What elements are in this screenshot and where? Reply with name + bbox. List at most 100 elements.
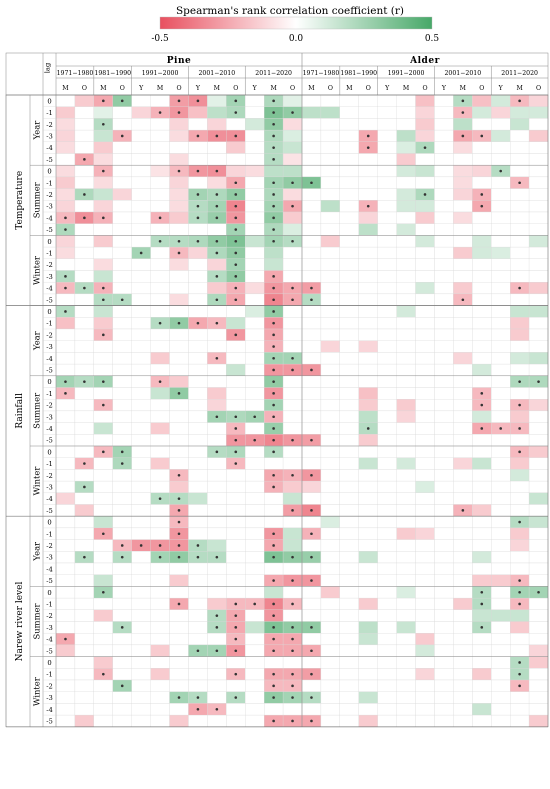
significance-dot <box>120 684 124 688</box>
heatmap-cell <box>112 469 132 482</box>
heatmap-cell <box>472 434 492 447</box>
heatmap-cell <box>112 656 132 669</box>
sub-column-label: M <box>516 85 523 92</box>
heatmap-cell <box>415 527 435 540</box>
heatmap-cell <box>528 609 549 622</box>
heatmap-cell <box>434 317 454 330</box>
heatmap-cell <box>245 387 265 400</box>
heatmap-cell <box>320 200 340 213</box>
heatmap-cell <box>339 597 359 610</box>
heatmap-cell <box>207 714 227 727</box>
heatmap-cell <box>434 188 454 201</box>
heatmap-cell <box>491 714 511 727</box>
heatmap-cell <box>245 293 265 306</box>
heatmap-cell <box>169 668 189 681</box>
heatmap-cell <box>472 539 492 552</box>
heatmap-cell <box>245 492 265 505</box>
significance-dot <box>215 239 219 243</box>
heatmap-cell <box>377 106 397 119</box>
heatmap-cell <box>320 679 340 692</box>
significance-dot <box>291 602 294 606</box>
lag-label: 0 <box>47 448 51 456</box>
heatmap-cell <box>301 165 322 178</box>
heatmap-cell <box>93 223 113 236</box>
heatmap-cell <box>415 328 435 341</box>
lag-label: -2 <box>46 682 53 690</box>
lag-label: -3 <box>46 694 53 702</box>
heatmap-cell <box>453 551 473 564</box>
heatmap-cell <box>150 516 170 529</box>
heatmap-cell <box>339 445 359 458</box>
heatmap-cell <box>131 422 151 435</box>
significance-dot <box>234 216 238 220</box>
heatmap-cell <box>320 480 340 493</box>
heatmap-cell <box>74 539 94 552</box>
lag-label: -5 <box>46 717 53 725</box>
significance-dot <box>177 509 181 512</box>
heatmap-cell <box>169 457 189 470</box>
heatmap-cell <box>55 551 76 564</box>
heatmap-cell <box>207 141 227 154</box>
heatmap-cell <box>320 129 340 142</box>
heatmap-cell <box>472 165 492 178</box>
significance-dot <box>83 462 86 465</box>
heatmap-cell <box>282 492 303 505</box>
heatmap-cell <box>528 317 549 330</box>
heatmap-cell <box>301 480 322 493</box>
heatmap-cell <box>301 200 322 213</box>
heatmap-cell <box>453 691 473 704</box>
heatmap-cell <box>510 352 530 365</box>
heatmap-cell <box>434 363 454 376</box>
heatmap-cell <box>245 305 265 318</box>
heatmap-cell <box>434 492 454 505</box>
heatmap-cell <box>74 434 94 447</box>
heatmap-cell <box>245 258 265 271</box>
heatmap-cell <box>55 562 76 575</box>
significance-dot <box>215 275 219 278</box>
heatmap-cell <box>358 621 378 634</box>
heatmap-cell <box>491 106 511 119</box>
heatmap-cell <box>188 422 208 435</box>
heatmap-cell <box>491 94 511 107</box>
heatmap-cell <box>74 714 94 727</box>
heatmap-cell <box>245 328 265 341</box>
heatmap-cell <box>472 293 492 306</box>
heatmap-cell <box>74 363 94 376</box>
significance-dot <box>120 450 124 454</box>
heatmap-cell <box>207 176 227 189</box>
heatmap-cell <box>434 399 454 412</box>
heatmap-cell <box>510 270 530 283</box>
heatmap-cell <box>301 387 322 400</box>
heatmap-cell <box>150 410 170 423</box>
heatmap-cell <box>491 258 511 271</box>
heatmap-cell <box>207 691 227 704</box>
heatmap-cell <box>245 504 265 517</box>
heatmap-cell <box>245 527 265 540</box>
sub-column-label: M <box>403 85 410 92</box>
species-label: Pine <box>167 56 191 66</box>
heatmap-cell <box>112 375 132 388</box>
heatmap-cell <box>358 165 378 178</box>
heatmap-cell <box>112 165 132 178</box>
heatmap-cell <box>396 469 416 482</box>
heatmap-cell <box>358 305 378 318</box>
sub-column-label: M <box>157 85 164 92</box>
heatmap-cell <box>301 422 322 435</box>
heatmap-cell <box>301 703 322 716</box>
heatmap-cell <box>55 480 76 493</box>
heatmap-cell <box>339 141 359 154</box>
lag-label: -5 <box>46 647 53 655</box>
heatmap-cell <box>320 644 340 657</box>
significance-dot <box>461 298 465 302</box>
heatmap-cell <box>415 586 435 599</box>
heatmap-cell <box>528 492 549 505</box>
heatmap-cell <box>112 492 132 505</box>
heatmap-cell <box>93 539 113 552</box>
significance-dot <box>291 579 294 582</box>
heatmap-cell <box>245 129 265 142</box>
heatmap-cell <box>396 188 416 201</box>
heatmap-cell <box>131 551 151 564</box>
heatmap-cell <box>93 457 113 470</box>
lag-label: -3 <box>46 624 53 632</box>
heatmap-cell <box>377 200 397 213</box>
